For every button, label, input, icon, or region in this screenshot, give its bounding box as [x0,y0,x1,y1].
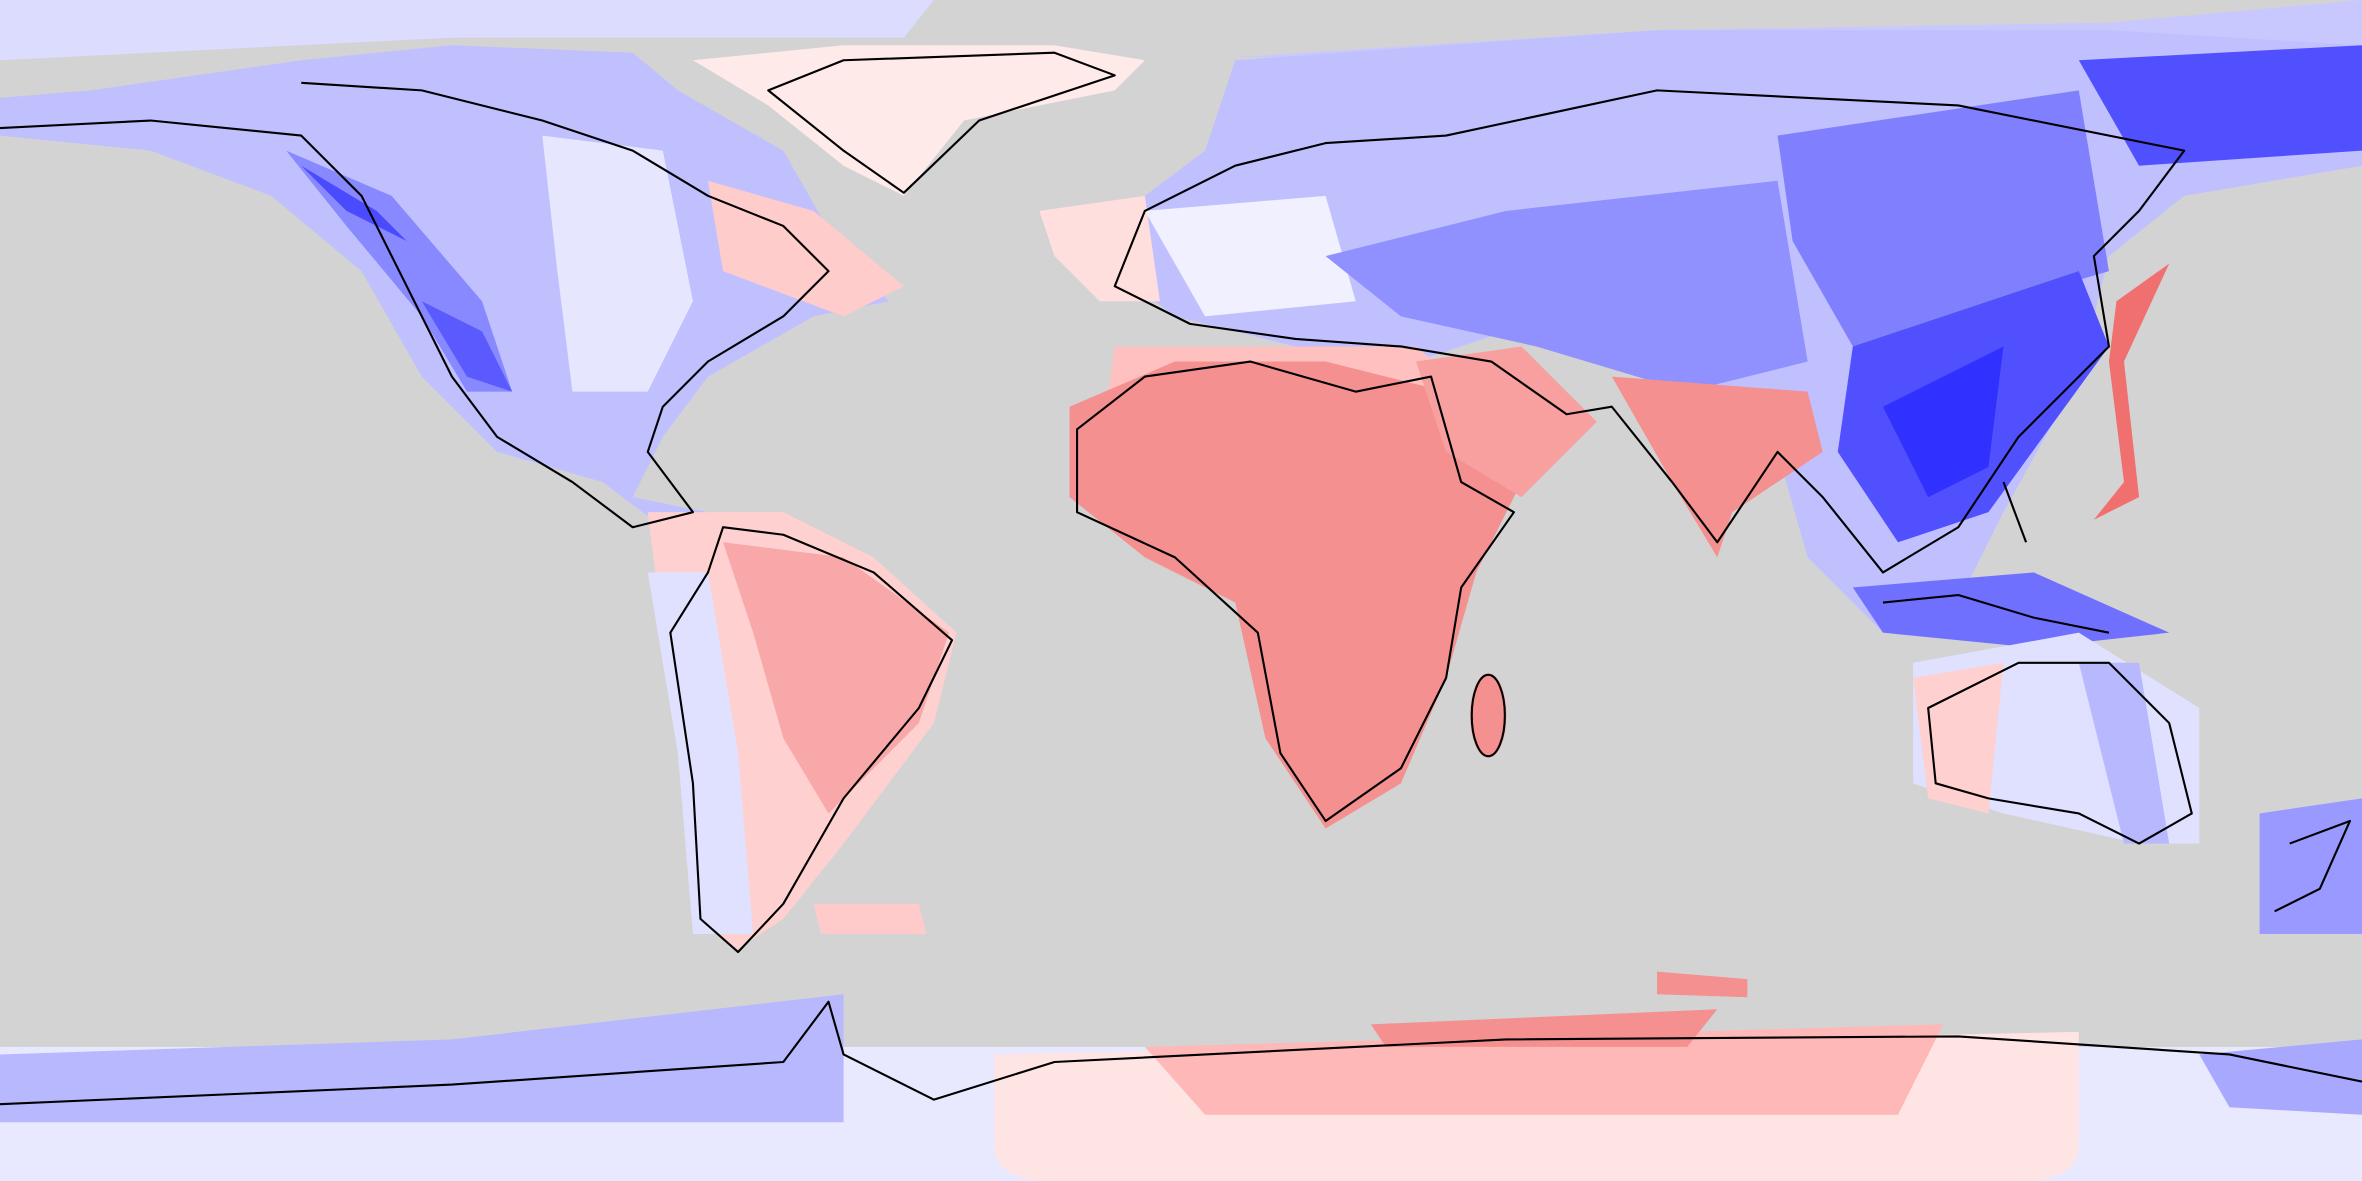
north-america-dark [301,165,407,242]
east-asia-darkest [1882,346,2004,498]
coastline [0,1000,2362,1106]
japan-trench-pink [2093,263,2170,520]
new-zealand-region [2259,798,2362,934]
south-america-pink [723,542,950,814]
europe-pale [1144,195,1356,317]
coastline [1882,481,2110,634]
antarctica-blue-east [2199,1039,2362,1115]
coastline [767,51,1116,194]
coastline [669,526,954,954]
coastlines [0,51,2362,1106]
north-america-pale [542,135,693,392]
north-america-dark [421,301,513,392]
antarctica-blue [0,994,844,1123]
coastline [1113,89,2186,574]
middle-east-region [1415,346,1597,498]
asia-mid-east [1777,90,2109,347]
coastline [1470,673,1506,758]
coastline [1927,661,2193,845]
arctic-band [0,0,934,61]
west-europe-pink [1039,195,1160,302]
greenland-region [692,45,1145,196]
far-east-dark [2078,45,2362,166]
coastline [0,81,830,529]
southern-ocean-pink [1657,971,1748,998]
australia-east-blue [2078,662,2170,844]
india-region [1611,376,1823,558]
africa-region [1069,361,1522,829]
coastline [1076,360,1515,823]
coastline [2274,819,2352,913]
south-atlantic-pink [813,903,927,934]
asia-mid [1325,180,1808,392]
madagascar-region [1470,673,1507,758]
